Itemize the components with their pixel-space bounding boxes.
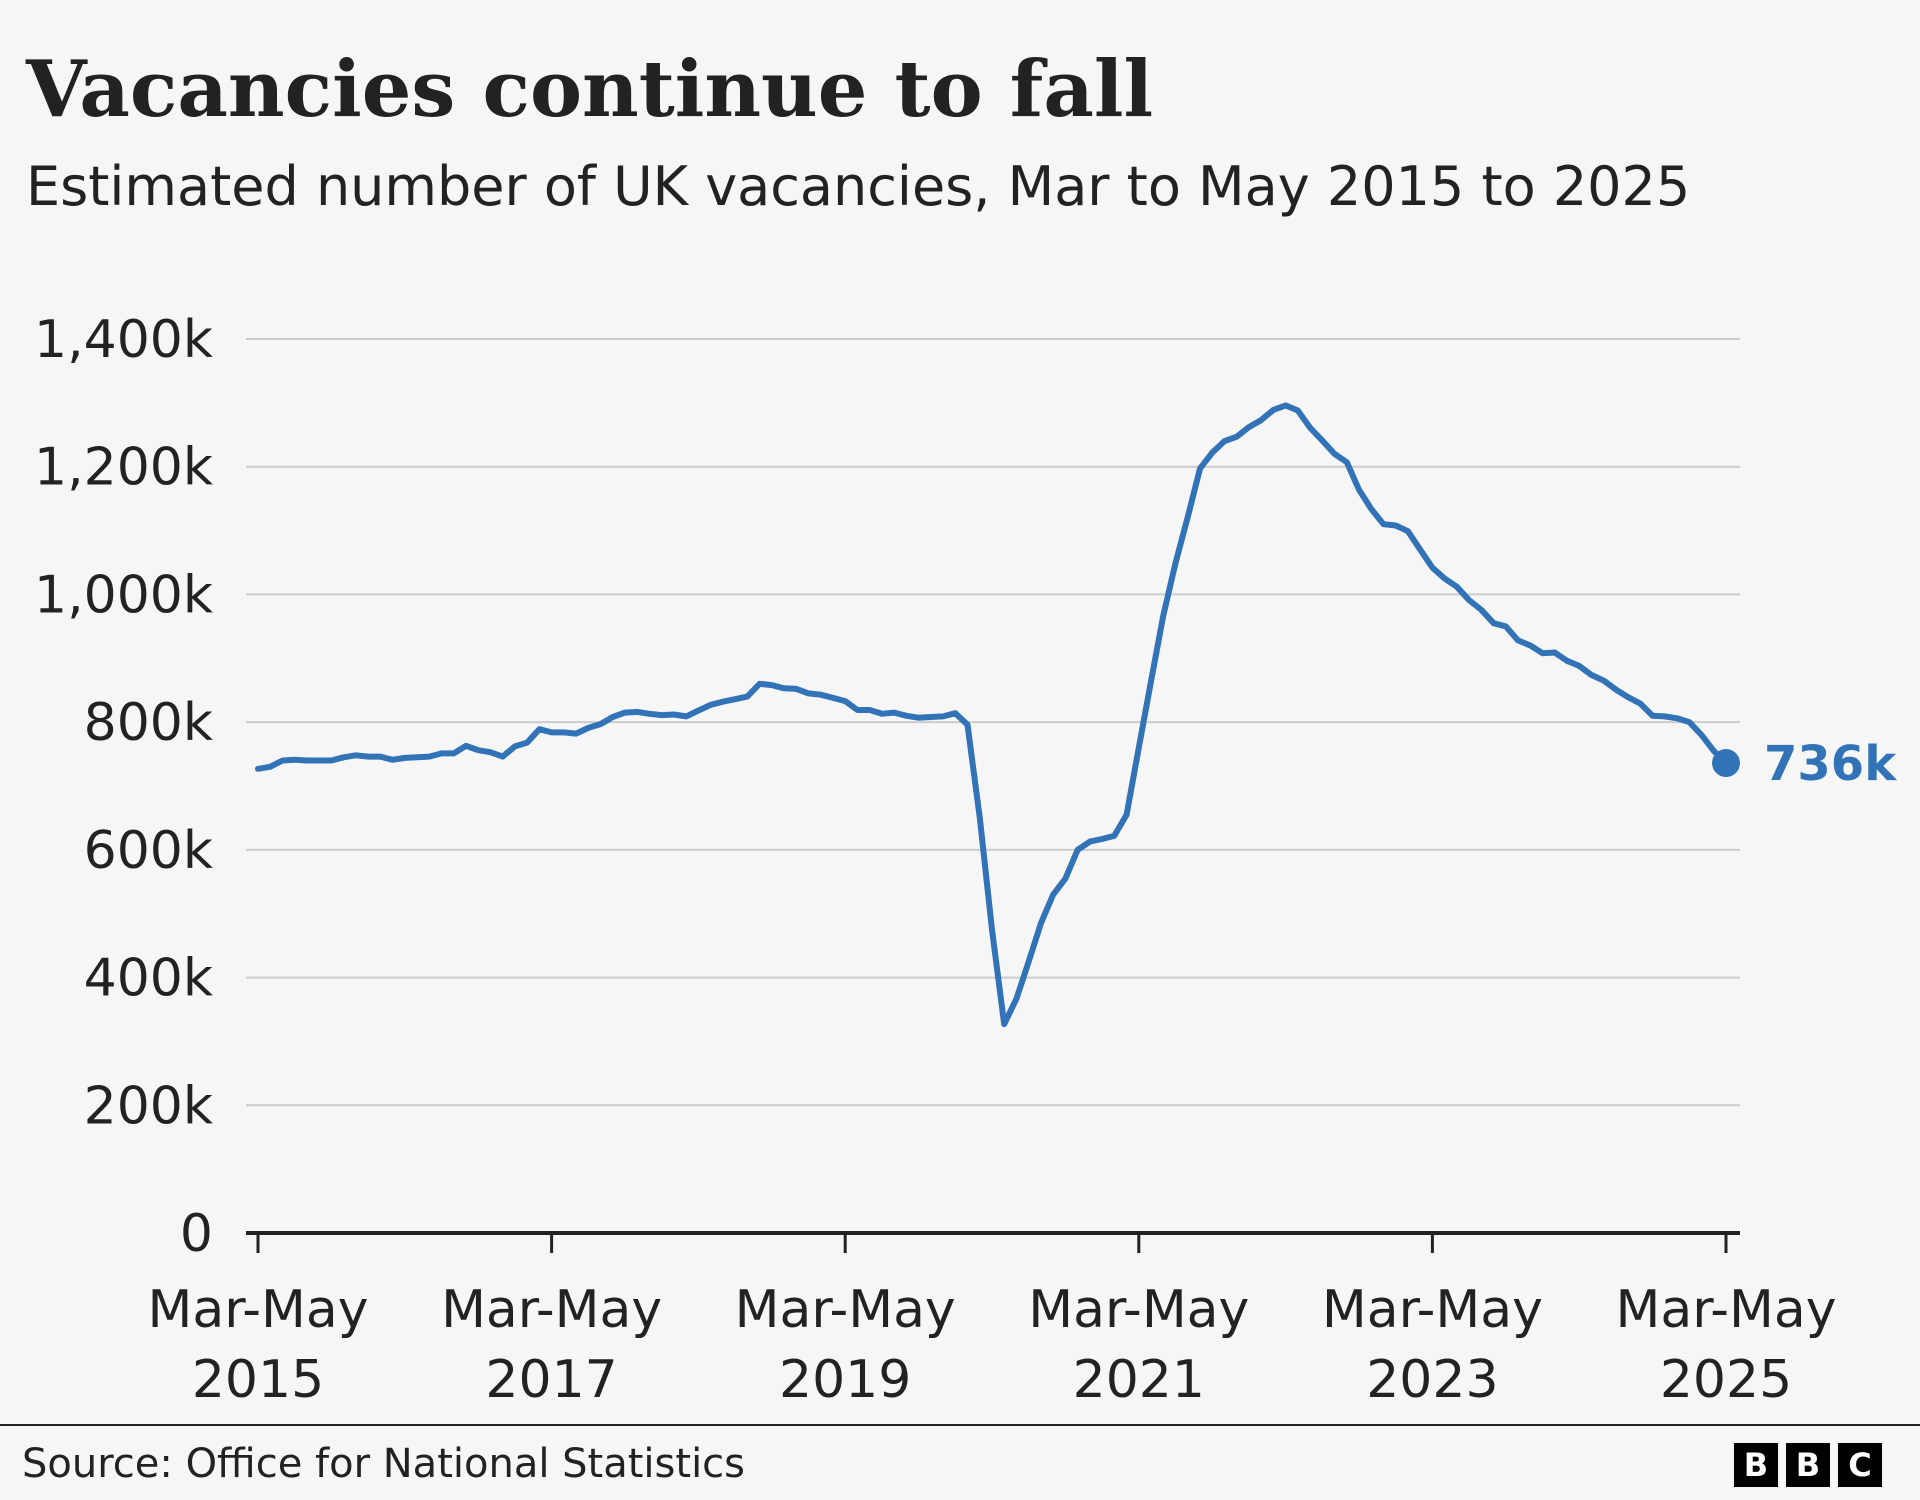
x-tick-label: Mar-May 2017: [441, 1280, 662, 1410]
y-tick-label: 1,400k: [34, 310, 213, 370]
y-tick-label: 600k: [84, 821, 213, 881]
vacancies-series-line: [255, 402, 1729, 1028]
bbc-logo: B B C: [1734, 1443, 1882, 1487]
x-tick-label: Mar-May 2023: [1322, 1280, 1543, 1410]
x-axis: [246, 1231, 1740, 1253]
x-tick-label: Mar-May 2021: [1028, 1280, 1249, 1410]
source-note: Source: Office for National Statistics: [22, 1441, 746, 1487]
y-tick-label: 1,000k: [34, 565, 213, 625]
footer-divider: [0, 1424, 1920, 1426]
bbc-logo-letter: B: [1734, 1443, 1778, 1487]
bbc-logo-letter: B: [1786, 1443, 1830, 1487]
y-tick-label: 200k: [84, 1076, 213, 1136]
y-tick-label: 0: [180, 1204, 213, 1264]
x-axis-tick-labels: Mar-May 2015 Mar-May 2017 Mar-May 2019 Mar-May…: [147, 1280, 1836, 1410]
gridlines: [246, 338, 1740, 1107]
end-point-marker: [1712, 749, 1740, 778]
line-chart: 0 200k 400k 600k 800k 1,000k 1,200k 1,400k Mar-…: [34, 310, 1897, 1410]
bbc-logo-letter: C: [1838, 1443, 1882, 1487]
y-tick-label: 1,200k: [34, 438, 213, 498]
x-tick-label: Mar-May 2015: [147, 1280, 368, 1410]
x-tick-label: Mar-May 2019: [735, 1280, 956, 1410]
y-tick-label: 800k: [84, 693, 213, 753]
x-tick-label: Mar-May 2025: [1615, 1280, 1836, 1410]
chart-subtitle: Estimated number of UK vacancies, Mar to…: [26, 155, 1691, 218]
series-layer: 736k: [255, 402, 1897, 1028]
end-value-label: 736k: [1764, 736, 1897, 792]
y-axis-tick-labels: 0 200k 400k 600k 800k 1,000k 1,200k 1,400k: [34, 310, 213, 1264]
y-tick-label: 400k: [84, 949, 213, 1009]
chart-title: Vacancies continue to fall: [26, 44, 1154, 135]
